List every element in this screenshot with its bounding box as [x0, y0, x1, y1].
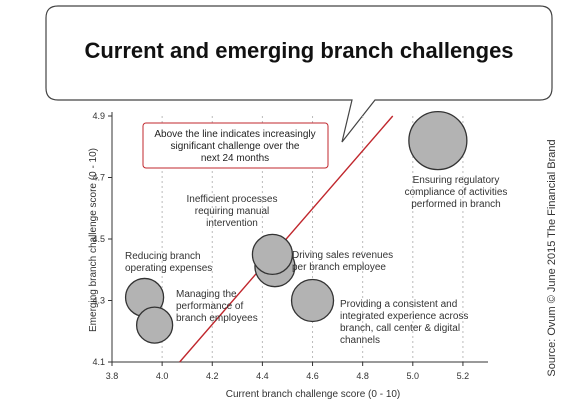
x-tick-label: 4.6	[306, 371, 319, 381]
x-axis-label: Current branch challenge score (0 - 10)	[226, 389, 401, 400]
speech-bubble	[45, 5, 553, 143]
x-tick-label: 5.0	[407, 371, 420, 381]
bubble-label-driving: per branch employee	[292, 262, 386, 273]
axes	[111, 112, 488, 363]
bubble-label-reducing: operating expenses	[125, 263, 212, 274]
bubble-point	[408, 110, 468, 171]
bubble-label-ensuring: performed in branch	[411, 199, 501, 210]
bubbles	[124, 110, 468, 344]
callout-box	[142, 122, 329, 169]
y-tick-label: 4.9	[92, 111, 105, 121]
bubble-label-reducing: Reducing branch	[125, 251, 201, 262]
x-tick-label: 4.8	[356, 371, 369, 381]
bubble-point	[135, 306, 174, 344]
bubble-label-providing: Providing a consistent and	[340, 299, 457, 310]
trend-line	[179, 115, 394, 363]
bubble-label-providing: branch, call center & digital	[340, 323, 460, 334]
x-tick-label: 5.2	[457, 371, 470, 381]
bubble-label-providing: channels	[340, 335, 380, 346]
chart-title: Current and emerging branch challenges	[84, 38, 513, 63]
bubble-label-inefficient: intervention	[206, 218, 258, 229]
callout-line: significant challenge over the	[171, 141, 300, 152]
bubble-label-managing: branch employees	[176, 313, 258, 324]
y-tick-label: 4.5	[92, 234, 105, 244]
y-axis-label: Emerging branch challenge score (0 - 10)	[88, 148, 99, 332]
bubble-label-ensuring: compliance of activities	[405, 187, 508, 198]
bubble-label-providing: integrated experience across	[340, 311, 468, 322]
bubble-label-driving: Driving sales revenues	[292, 250, 393, 261]
y-tick-label: 4.3	[92, 296, 105, 306]
callout-line: next 24 months	[201, 153, 269, 164]
bubble-label-managing: Managing the	[176, 289, 237, 300]
bubble-label-inefficient: Inefficient processes	[187, 194, 278, 205]
bubble-label-inefficient: requiring manual	[195, 206, 270, 217]
bubble-label-managing: performance of	[176, 301, 243, 312]
y-tick-label: 4.1	[92, 357, 105, 367]
x-tick-label: 3.8	[106, 371, 119, 381]
x-tick-label: 4.2	[206, 371, 219, 381]
x-tick-label: 4.4	[256, 371, 269, 381]
callout-text: Above the line indicates increasinglysig…	[154, 129, 315, 164]
bubble-point	[251, 233, 294, 276]
bubble-point	[290, 278, 335, 323]
bubble-label-ensuring: Ensuring regulatory	[413, 175, 500, 186]
trend-line-group	[179, 115, 394, 363]
y-tick-label: 4.7	[92, 173, 105, 183]
callout-line: Above the line indicates increasingly	[154, 129, 315, 140]
source-note: Source: Ovum © June 2015 The Financial B…	[546, 139, 558, 376]
x-tick-label: 4.0	[156, 371, 169, 381]
ticks: 3.8 4.0 4.2 4.4 4.6 4.8 5.0 5.2 4.1 4.3 4.5 4.7 4.9	[92, 111, 469, 381]
